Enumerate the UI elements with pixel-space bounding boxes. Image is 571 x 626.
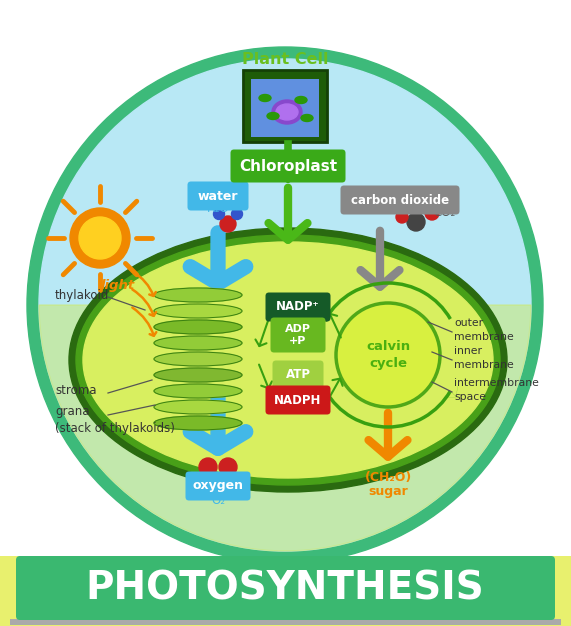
FancyBboxPatch shape — [266, 386, 331, 414]
FancyBboxPatch shape — [186, 471, 251, 501]
Ellipse shape — [295, 96, 307, 103]
Circle shape — [70, 208, 130, 268]
Circle shape — [199, 458, 217, 476]
Text: water: water — [198, 190, 238, 202]
Ellipse shape — [154, 336, 242, 350]
FancyBboxPatch shape — [243, 70, 327, 142]
Ellipse shape — [154, 304, 242, 318]
Circle shape — [407, 213, 425, 231]
Circle shape — [336, 303, 440, 407]
Ellipse shape — [154, 352, 242, 366]
Text: grana
(stack of thylakoids): grana (stack of thylakoids) — [55, 405, 175, 435]
Circle shape — [425, 206, 439, 220]
Text: calvin
cycle: calvin cycle — [366, 340, 410, 370]
Text: outer
membrane: outer membrane — [454, 319, 514, 342]
Wedge shape — [39, 305, 531, 551]
Text: O₂: O₂ — [211, 493, 225, 506]
Ellipse shape — [272, 100, 302, 124]
Ellipse shape — [83, 242, 493, 478]
Ellipse shape — [267, 113, 279, 120]
Text: sugar: sugar — [368, 485, 408, 498]
Ellipse shape — [69, 228, 507, 492]
Circle shape — [231, 208, 243, 220]
Text: ATP: ATP — [286, 369, 311, 381]
Ellipse shape — [154, 320, 242, 334]
Text: stroma: stroma — [55, 384, 96, 396]
FancyBboxPatch shape — [271, 317, 325, 352]
FancyBboxPatch shape — [0, 556, 571, 626]
Text: Plant Cell: Plant Cell — [242, 53, 328, 68]
Circle shape — [220, 216, 236, 232]
Circle shape — [214, 208, 224, 220]
Ellipse shape — [154, 288, 242, 302]
Text: Chloroplast: Chloroplast — [239, 158, 337, 173]
Text: light: light — [101, 279, 135, 292]
Circle shape — [27, 47, 543, 563]
Text: carbon dioxide: carbon dioxide — [351, 193, 449, 207]
Text: oxygen: oxygen — [192, 480, 243, 493]
Ellipse shape — [259, 95, 271, 101]
FancyBboxPatch shape — [187, 182, 248, 210]
Text: NADP⁺: NADP⁺ — [276, 300, 320, 314]
FancyBboxPatch shape — [16, 556, 555, 620]
Ellipse shape — [154, 384, 242, 398]
Text: PHOTOSYNTHESIS: PHOTOSYNTHESIS — [86, 570, 484, 608]
Text: H₂O: H₂O — [207, 202, 230, 215]
Text: inner
membrane: inner membrane — [454, 346, 514, 369]
Text: CO₂: CO₂ — [434, 207, 456, 220]
Ellipse shape — [154, 416, 242, 430]
Ellipse shape — [76, 235, 500, 485]
FancyBboxPatch shape — [10, 619, 561, 625]
FancyBboxPatch shape — [340, 185, 460, 215]
FancyBboxPatch shape — [231, 150, 345, 183]
FancyBboxPatch shape — [266, 292, 331, 322]
Circle shape — [79, 217, 121, 259]
FancyBboxPatch shape — [251, 79, 319, 137]
Text: ADP
+P: ADP +P — [285, 324, 311, 346]
Ellipse shape — [276, 104, 298, 120]
FancyBboxPatch shape — [272, 361, 324, 389]
Text: NADPH: NADPH — [274, 394, 321, 406]
Circle shape — [396, 211, 408, 223]
Circle shape — [219, 458, 237, 476]
Circle shape — [39, 59, 531, 551]
Ellipse shape — [301, 115, 313, 121]
Ellipse shape — [154, 368, 242, 382]
Text: thylakoid: thylakoid — [55, 289, 110, 302]
Text: (CH₂O): (CH₂O) — [364, 471, 412, 485]
Text: intermembrane
space: intermembrane space — [454, 378, 539, 402]
Ellipse shape — [154, 400, 242, 414]
